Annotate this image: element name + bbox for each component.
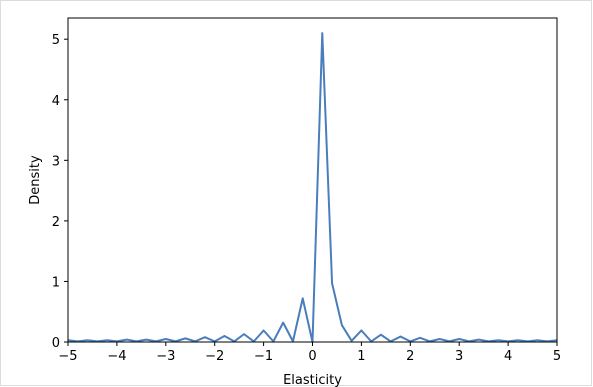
x-tick-label: −5: [58, 349, 77, 364]
x-tick-label: 2: [406, 349, 414, 364]
y-tick-label: 3: [52, 154, 60, 169]
x-tick-label: −4: [107, 349, 126, 364]
y-axis-label: Density: [28, 155, 43, 205]
x-axis-ticks: −5 −4 −3 −2 −1 0 1 2 3 4 5: [58, 342, 561, 364]
x-tick-label: −2: [205, 349, 224, 364]
x-tick-label: 5: [553, 349, 561, 364]
x-tick-label: 4: [504, 349, 512, 364]
y-tick-label: 0: [52, 336, 60, 351]
y-tick-label: 4: [52, 94, 60, 109]
x-tick-label: −3: [156, 349, 175, 364]
series-layer: [67, 32, 558, 343]
x-tick-label: −1: [254, 349, 273, 364]
x-tick-label: 1: [357, 349, 365, 364]
y-tick-label: 5: [52, 33, 60, 48]
y-axis-ticks: 0 1 2 3 4 5: [52, 33, 68, 351]
axes-layer: [67, 17, 558, 343]
y-tick-label: 1: [52, 275, 60, 290]
x-tick-label: 0: [308, 349, 316, 364]
y-tick-label: 2: [52, 215, 60, 230]
axes-box: [67, 17, 558, 343]
density-line: [67, 32, 558, 343]
x-tick-label: 3: [455, 349, 463, 364]
x-axis-label: Elasticity: [283, 373, 342, 387]
